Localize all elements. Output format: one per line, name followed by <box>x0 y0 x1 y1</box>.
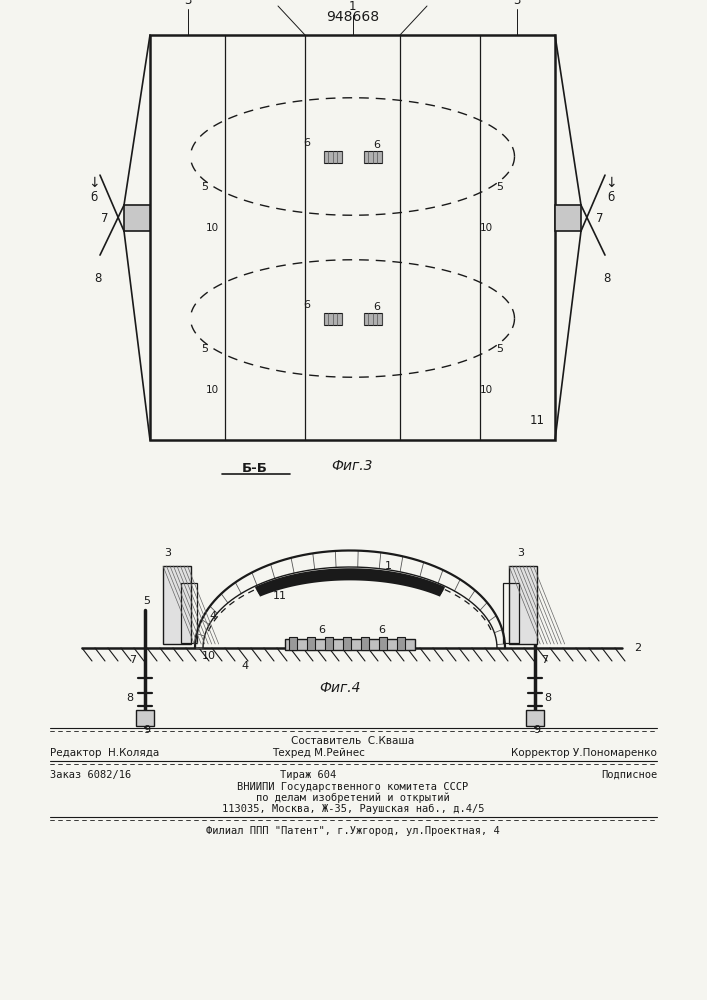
Bar <box>343 637 351 650</box>
Bar <box>324 312 341 324</box>
Bar <box>136 710 154 726</box>
Text: 6: 6 <box>318 625 325 635</box>
Text: Фиг.3: Фиг.3 <box>332 459 373 473</box>
Bar <box>285 639 415 650</box>
Text: 4: 4 <box>241 661 249 671</box>
Text: Техред М.Рейнес: Техред М.Рейнес <box>271 748 364 758</box>
Text: ↓: ↓ <box>88 176 100 190</box>
Bar <box>363 150 382 162</box>
Text: Заказ 6082/16: Заказ 6082/16 <box>50 770 132 780</box>
Bar <box>503 583 519 643</box>
Text: 10: 10 <box>206 385 219 395</box>
Bar <box>555 205 581 231</box>
Text: 6: 6 <box>303 300 310 310</box>
Text: ВНИИПИ Государственного комитета СССР: ВНИИПИ Государственного комитета СССР <box>238 782 469 792</box>
Text: 8: 8 <box>544 693 551 703</box>
Text: 2: 2 <box>634 643 641 653</box>
Text: 5: 5 <box>201 182 209 192</box>
Bar <box>324 150 341 162</box>
Bar <box>379 637 387 650</box>
Text: 11: 11 <box>273 591 287 601</box>
Bar <box>509 566 537 644</box>
Text: Тираж 604: Тираж 604 <box>280 770 336 780</box>
Text: 3: 3 <box>518 548 525 558</box>
Text: ↓: ↓ <box>605 176 617 190</box>
Text: 113035, Москва, Ж-35, Раушская наб., д.4/5: 113035, Москва, Ж-35, Раушская наб., д.4… <box>222 804 484 814</box>
Bar <box>361 637 369 650</box>
Text: 3: 3 <box>165 548 172 558</box>
Text: 5: 5 <box>201 344 209 354</box>
Text: Б-Б: Б-Б <box>242 462 268 475</box>
Bar <box>363 312 382 324</box>
Text: 7: 7 <box>542 655 549 665</box>
Bar <box>325 637 333 650</box>
Text: Фиг.4: Фиг.4 <box>320 681 361 695</box>
Text: 6: 6 <box>373 302 380 312</box>
Text: 10: 10 <box>206 223 219 233</box>
Bar <box>124 205 150 231</box>
Text: Подписное: Подписное <box>601 770 657 780</box>
Text: 10: 10 <box>202 651 216 661</box>
Text: б: б <box>607 191 614 204</box>
Text: 9: 9 <box>534 725 541 735</box>
Text: 5: 5 <box>496 182 503 192</box>
Text: 6: 6 <box>373 139 380 149</box>
Text: 1: 1 <box>349 0 356 13</box>
Text: 4: 4 <box>423 0 431 3</box>
Text: Корректор У.Пономаренко: Корректор У.Пономаренко <box>511 748 657 758</box>
Text: 1: 1 <box>385 561 392 571</box>
Text: 3: 3 <box>513 0 520 6</box>
Text: Филиал ППП "Патент", г.Ужгород, ул.Проектная, 4: Филиал ППП "Патент", г.Ужгород, ул.Проек… <box>206 826 500 836</box>
Text: 10: 10 <box>480 385 493 395</box>
Text: 3: 3 <box>185 0 192 6</box>
Text: 9: 9 <box>144 725 151 735</box>
Text: 4: 4 <box>209 611 216 621</box>
Bar <box>163 566 191 644</box>
Text: 4: 4 <box>274 0 282 3</box>
Text: 5: 5 <box>144 596 151 606</box>
Text: 10: 10 <box>480 223 493 233</box>
Text: Редактор  Н.Коляда: Редактор Н.Коляда <box>50 748 159 758</box>
Bar <box>526 710 544 726</box>
Text: 5: 5 <box>496 344 503 354</box>
Bar <box>307 637 315 650</box>
Text: Составитель  С.Кваша: Составитель С.Кваша <box>291 736 414 746</box>
Text: б: б <box>90 191 98 204</box>
Text: 11: 11 <box>530 414 544 426</box>
Text: 8: 8 <box>603 271 611 284</box>
Bar <box>397 637 405 650</box>
Text: 7: 7 <box>101 212 109 225</box>
Text: 6: 6 <box>378 625 385 635</box>
Bar <box>150 35 555 440</box>
Bar <box>289 637 297 650</box>
Text: 8: 8 <box>94 271 102 284</box>
Bar <box>181 583 197 643</box>
Text: 7: 7 <box>129 655 136 665</box>
Text: 7: 7 <box>596 212 604 225</box>
Text: 948668: 948668 <box>327 10 380 24</box>
Text: по делам изобретений и открытий: по делам изобретений и открытий <box>256 793 450 803</box>
Text: 6: 6 <box>303 137 310 147</box>
Text: 8: 8 <box>127 693 134 703</box>
